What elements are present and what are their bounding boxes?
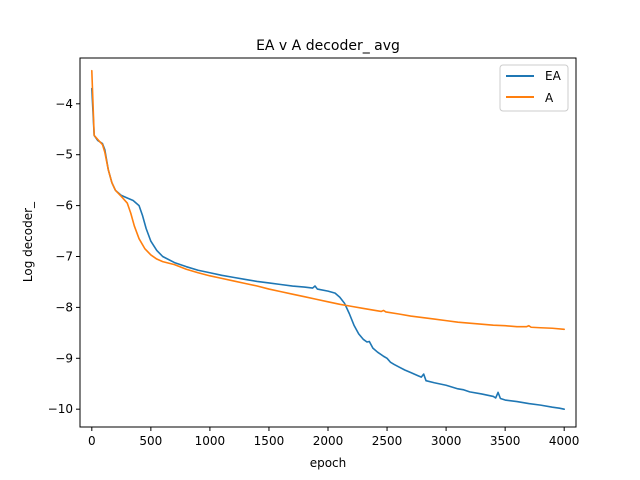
y-tick-label: −7 — [55, 249, 73, 263]
plot-frame — [79, 57, 577, 428]
x-axis-title: epoch — [310, 456, 347, 470]
series-layer — [91, 69, 565, 410]
legend-label-ea: EA — [545, 69, 562, 83]
x-tick-label: 2000 — [313, 434, 344, 448]
y-tick-label: −4 — [55, 97, 73, 111]
legend-label-a: A — [545, 91, 554, 105]
legend: EA A — [499, 64, 569, 112]
y-tick-label: −5 — [55, 148, 73, 162]
y-tick-label: −6 — [55, 199, 73, 213]
x-tick-label: 1500 — [254, 434, 285, 448]
x-tick-label: 500 — [139, 434, 162, 448]
chart-title: EA v A decoder_ avg — [256, 38, 400, 54]
x-axis: 0 500 1000 1500 2000 2500 3000 3500 4000 — [88, 427, 579, 448]
y-tick-label: −10 — [48, 402, 73, 416]
x-tick-label: 3500 — [490, 434, 521, 448]
y-axis: −10 −9 −8 −7 −6 −5 −4 — [48, 97, 80, 416]
series-line-a — [91, 69, 565, 331]
x-tick-label: 4000 — [549, 434, 580, 448]
x-tick-label: 2500 — [372, 434, 403, 448]
y-tick-label: −9 — [55, 351, 73, 365]
series-line-ea — [91, 87, 565, 410]
x-tick-label: 1000 — [195, 434, 226, 448]
x-tick-label: 3000 — [431, 434, 462, 448]
y-axis-title: Log decoder_ — [21, 201, 35, 282]
y-tick-label: −8 — [55, 300, 73, 314]
x-tick-label: 0 — [88, 434, 96, 448]
